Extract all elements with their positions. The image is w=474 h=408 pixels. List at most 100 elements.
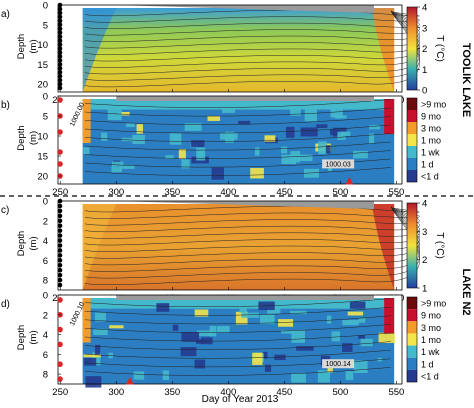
panel-a: 05101520250300350400450500550a)Depth(m)4… bbox=[1, 1, 445, 107]
y-tick-label: 0 bbox=[43, 92, 48, 103]
x-tick-label: 250 bbox=[52, 387, 68, 398]
sensor-marker bbox=[57, 85, 63, 91]
y-axis-unit: (m) bbox=[28, 236, 39, 250]
residence-patch bbox=[281, 154, 297, 165]
ice-cover bbox=[116, 295, 374, 300]
residence-patch bbox=[353, 150, 368, 159]
sensor-marker bbox=[57, 18, 63, 24]
residence-patch bbox=[281, 330, 295, 334]
residence-patch bbox=[85, 376, 102, 388]
colorbar-swatch bbox=[407, 134, 417, 146]
panel-letter: a) bbox=[1, 9, 10, 20]
lake-label-toolik: TOOLIK LAKE bbox=[460, 43, 472, 117]
panel-letter: b) bbox=[1, 100, 10, 111]
colorbar-tick-label: 9 mo bbox=[421, 311, 441, 321]
residence-patch bbox=[180, 347, 197, 357]
y-axis-label: Depth bbox=[16, 325, 27, 350]
residence-patch bbox=[121, 137, 138, 142]
residence-patch bbox=[331, 331, 340, 342]
residence-patch bbox=[241, 312, 259, 318]
y-tick-label: 2 bbox=[43, 216, 48, 227]
sensor-marker bbox=[57, 26, 63, 32]
residence-patch bbox=[239, 306, 247, 313]
x-tick-label: 400 bbox=[220, 387, 236, 398]
residence-patch bbox=[95, 344, 101, 355]
sensor-marker bbox=[57, 243, 63, 248]
residence-patch bbox=[378, 332, 395, 343]
sensor-marker bbox=[57, 282, 63, 288]
residence-patch bbox=[342, 343, 353, 352]
lake-label-n2: LAKE N2 bbox=[460, 268, 472, 315]
sensor-marker bbox=[57, 208, 63, 214]
residence-patch bbox=[222, 103, 236, 113]
sensor-marker bbox=[57, 77, 63, 83]
surface-band bbox=[82, 99, 395, 110]
colorbar-tick-label: 1 bbox=[422, 65, 427, 76]
colorbar-tick-label: 3 bbox=[422, 227, 427, 238]
early-season-layer bbox=[82, 8, 117, 92]
isotherm-line bbox=[84, 206, 420, 286]
residence-patch bbox=[93, 328, 108, 335]
sensor-marker bbox=[57, 73, 63, 79]
residence-patch bbox=[349, 301, 366, 309]
x-tick-label: 450 bbox=[276, 187, 292, 198]
sensor-marker bbox=[57, 326, 63, 333]
isotherm-line bbox=[84, 206, 420, 279]
y-tick-label: 6 bbox=[43, 256, 48, 267]
sensor-marker bbox=[57, 129, 63, 135]
density-line bbox=[84, 150, 391, 159]
isotherm-line bbox=[84, 10, 420, 36]
residence-patch bbox=[207, 115, 221, 121]
isotherm-line bbox=[84, 10, 420, 75]
y-tick-label: 5 bbox=[43, 112, 48, 123]
density-line bbox=[84, 298, 391, 307]
y-tick-label: 5 bbox=[43, 20, 48, 31]
contour-label: 1000.14 bbox=[325, 361, 350, 368]
isotherm-line bbox=[84, 10, 420, 81]
colorbar-swatch bbox=[407, 122, 417, 134]
x-tick-label: 550 bbox=[388, 187, 404, 198]
residence-patch bbox=[83, 354, 101, 358]
residence-patch bbox=[289, 310, 307, 315]
residence-patch bbox=[274, 354, 286, 361]
density-line bbox=[84, 349, 391, 359]
x-tick-label: 300 bbox=[108, 187, 124, 198]
x-tick-label: 450 bbox=[276, 387, 292, 398]
edge-patch bbox=[82, 298, 91, 343]
y-tick-label: 15 bbox=[37, 152, 48, 163]
y-tick-label: 4 bbox=[43, 236, 48, 247]
y-axis-unit: (m) bbox=[28, 39, 39, 53]
colorbar-tick-label: 1 wk bbox=[421, 148, 440, 158]
residence-patch bbox=[133, 371, 145, 380]
sensor-marker bbox=[57, 262, 63, 268]
residence-patch bbox=[353, 360, 368, 374]
colorbar-label: T (°C) bbox=[434, 232, 445, 259]
isotherm-line bbox=[84, 10, 420, 88]
sensor-marker bbox=[57, 228, 63, 233]
x-tick-label: 550 bbox=[388, 387, 404, 398]
isotherm-line bbox=[84, 10, 420, 42]
colorbar-tick-label: 0 bbox=[422, 86, 427, 97]
residence-patch bbox=[111, 166, 122, 173]
y-tick-label: 0 bbox=[43, 197, 48, 208]
residence-patch bbox=[118, 112, 130, 116]
residence-patch bbox=[318, 141, 327, 155]
residence-patch bbox=[197, 330, 213, 336]
colorbar-swatch bbox=[407, 110, 417, 122]
residence-patch bbox=[340, 131, 351, 136]
isotherm-line bbox=[84, 206, 420, 239]
colorbar-swatch bbox=[407, 170, 417, 182]
density-line bbox=[84, 99, 391, 108]
residence-patch bbox=[345, 371, 354, 381]
residence-patch bbox=[238, 120, 251, 125]
density-line bbox=[84, 306, 391, 316]
colorbar-tick-label: 4 bbox=[422, 3, 427, 14]
edge-patch bbox=[82, 99, 91, 143]
colorbar-tick-label: 9 mo bbox=[421, 112, 441, 122]
sensor-marker bbox=[57, 267, 63, 273]
residence-patch bbox=[296, 346, 314, 351]
sensor-marker bbox=[57, 361, 63, 368]
residence-patch bbox=[317, 370, 330, 383]
